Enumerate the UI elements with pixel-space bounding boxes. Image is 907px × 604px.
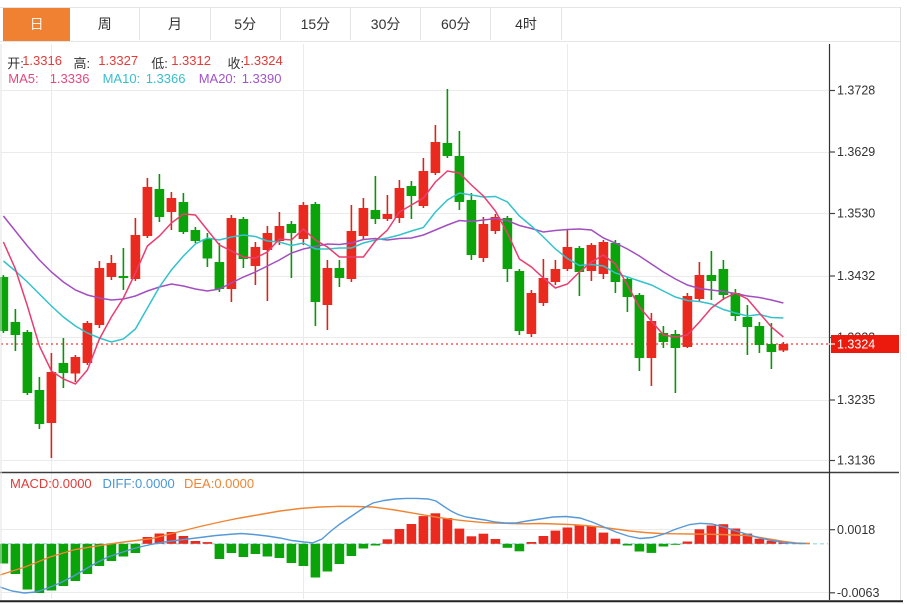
svg-text:0.0018: 0.0018 <box>837 523 875 537</box>
svg-text:1.3324: 1.3324 <box>837 337 875 351</box>
svg-text:1.3136: 1.3136 <box>837 454 875 468</box>
svg-text:1.3728: 1.3728 <box>837 84 875 98</box>
svg-text:1.3530: 1.3530 <box>837 207 875 221</box>
svg-text:1.3432: 1.3432 <box>837 269 875 283</box>
svg-text:-0.0063: -0.0063 <box>837 586 879 600</box>
svg-text:1.3235: 1.3235 <box>837 393 875 407</box>
svg-text:1.3629: 1.3629 <box>837 145 875 159</box>
